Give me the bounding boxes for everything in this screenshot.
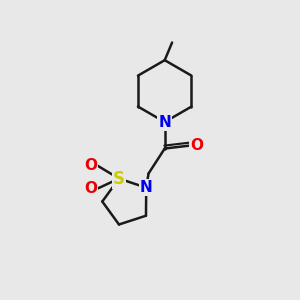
Text: O: O bbox=[84, 158, 97, 173]
Text: N: N bbox=[158, 115, 171, 130]
Text: N: N bbox=[140, 180, 153, 195]
Text: O: O bbox=[190, 138, 204, 153]
Text: S: S bbox=[113, 169, 125, 188]
Text: O: O bbox=[84, 182, 97, 196]
